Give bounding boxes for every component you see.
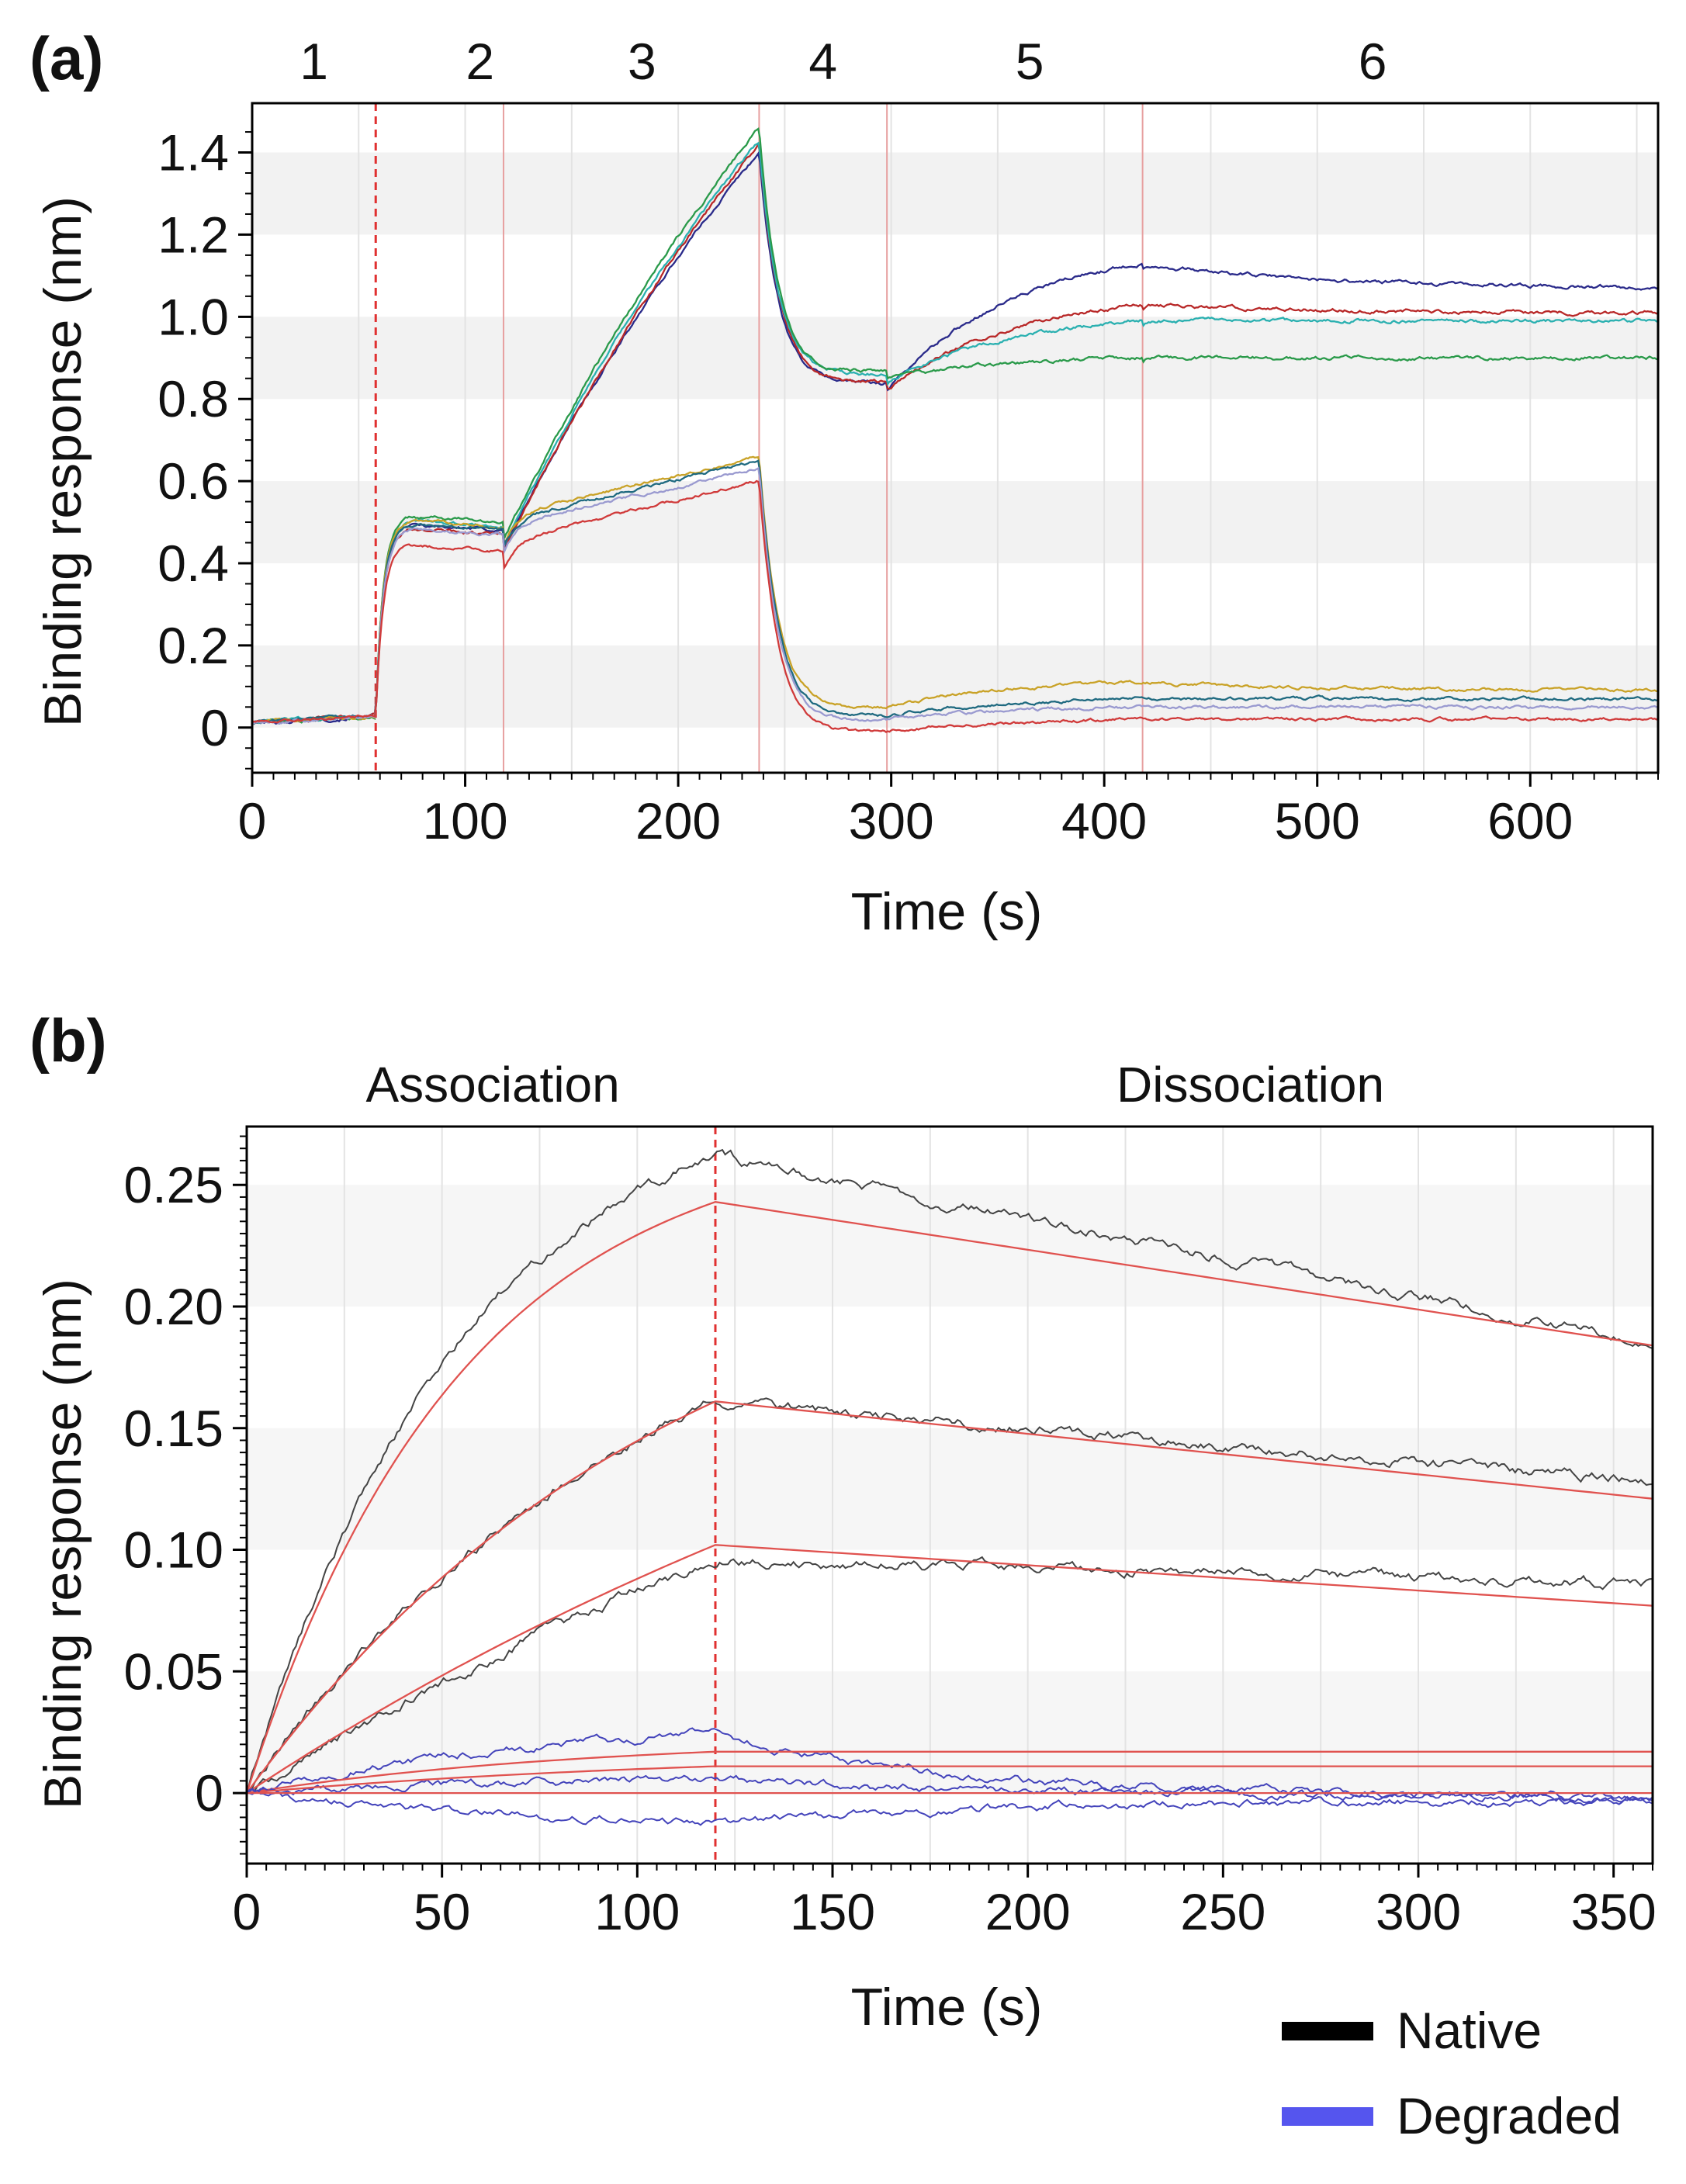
- y-tick-label: 1.4: [158, 124, 229, 182]
- panel-b-phase-labels: Association Dissociation: [365, 1057, 1384, 1113]
- x-tick-label: 350: [1571, 1883, 1657, 1940]
- y-tick-label: 0: [200, 699, 229, 756]
- x-tick-label: 200: [635, 792, 721, 850]
- y-tick-label: 0.05: [124, 1642, 223, 1700]
- band-1: [252, 481, 1658, 563]
- x-tick-label: 300: [1376, 1883, 1461, 1940]
- panel-a-label: (a): [29, 24, 103, 92]
- panel-a-x-ticks: 0 100 200 300 400 500 600: [238, 773, 1659, 850]
- panel-a-step-labels: 1 2 3 4 5 6: [299, 33, 1387, 90]
- step-label: 1: [299, 33, 328, 90]
- panel-b: (b) 0 50 100 150 200 250 300 350 00.050.100.150…: [29, 1006, 1657, 2144]
- y-tick-label: 0.20: [124, 1278, 223, 1335]
- x-tick-label: 50: [414, 1883, 470, 1940]
- panel-b-bands: [247, 1185, 1653, 1794]
- x-tick-label: 0: [238, 792, 267, 850]
- step-label: 5: [1016, 33, 1044, 90]
- series-native-fit-2: [246, 1544, 1653, 1795]
- band-0: [252, 645, 1658, 728]
- panel-a: (a) 0 100 200 300 400 500 600 0 0.2 0.4 0.6 0.8 1.0…: [29, 24, 1660, 941]
- x-tick-label: 150: [790, 1883, 875, 1940]
- legend-label-native: Native: [1397, 2002, 1542, 2059]
- x-tick-label: 400: [1061, 792, 1147, 850]
- band-2: [247, 1185, 1653, 1307]
- panel-a-y-ticks: 0 0.2 0.4 0.6 0.8 1.0 1.2 1.4: [158, 124, 252, 770]
- y-tick-label: 0: [195, 1764, 223, 1822]
- series-navy: [251, 151, 1659, 725]
- panel-a-bands: [252, 152, 1658, 728]
- y-tick-label: 0.6: [158, 452, 229, 510]
- series-lavender: [251, 466, 1659, 725]
- series-green: [251, 126, 1659, 725]
- panel-a-step-dividers: [374, 103, 1144, 773]
- series-degraded-fit-4: [246, 1765, 1653, 1795]
- band-1: [247, 1428, 1653, 1550]
- y-tick-label: 0.4: [158, 535, 229, 592]
- series-native-data-2: [246, 1556, 1653, 1794]
- y-tick-label: 1.0: [158, 288, 229, 345]
- x-tick-label: 600: [1487, 792, 1573, 850]
- x-tick-label: 250: [1180, 1883, 1265, 1940]
- step-label: 4: [808, 33, 837, 90]
- series-native-data-0: [246, 1148, 1653, 1794]
- series-red-low: [251, 479, 1659, 733]
- series-native-fit-0: [245, 1201, 1653, 1794]
- x-tick-label: 0: [233, 1883, 261, 1940]
- x-tick-label: 100: [422, 792, 507, 850]
- series-degraded-data-3: [246, 1727, 1653, 1804]
- x-tick-label: 300: [849, 792, 934, 850]
- series-dark-teal: [251, 459, 1659, 723]
- panel-a-x-axis-title: Time (s): [851, 882, 1043, 941]
- legend: Native Degraded: [1282, 2002, 1622, 2144]
- series-degraded-fit-3: [246, 1750, 1653, 1795]
- panel-b-y-ticks: 0 0.05 0.10 0.15 0.20 0.25: [124, 1135, 247, 1855]
- y-tick-label: 1.2: [158, 206, 229, 263]
- step-label: 2: [466, 33, 494, 90]
- panel-a-gridlines: [358, 103, 1638, 773]
- series-red-high: [251, 141, 1659, 724]
- step-label: 6: [1359, 33, 1387, 90]
- y-tick-label: 0.2: [158, 617, 229, 674]
- panel-a-series: [251, 126, 1659, 733]
- y-tick-label: 0.8: [158, 370, 229, 427]
- y-tick-label: 0.15: [124, 1400, 223, 1457]
- series-teal: [251, 141, 1659, 725]
- step-label: 3: [628, 33, 656, 90]
- y-tick-label: 0.10: [124, 1521, 223, 1579]
- panel-b-y-axis-title: Binding response (nm): [33, 1279, 92, 1809]
- band-3: [252, 152, 1658, 235]
- series-native-data-1: [246, 1397, 1653, 1795]
- phase-label: Dissociation: [1116, 1057, 1384, 1113]
- panel-b-x-ticks: 0 50 100 150 200 250 300 350: [233, 1864, 1657, 1940]
- phase-label: Association: [365, 1057, 619, 1113]
- y-tick-label: 0.25: [124, 1156, 223, 1213]
- panel-b-x-axis-title: Time (s): [851, 1978, 1043, 2037]
- series-degraded-data-5: [246, 1788, 1653, 1826]
- panel-a-y-axis-title: Binding response (nm): [33, 196, 92, 727]
- panel-b-label: (b): [29, 1006, 107, 1075]
- legend-swatch-native: [1282, 2022, 1373, 2040]
- panel-b-series: [245, 1148, 1653, 1826]
- series-native-fit-1: [246, 1400, 1653, 1794]
- x-tick-label: 100: [594, 1883, 680, 1940]
- x-tick-label: 200: [985, 1883, 1071, 1940]
- x-tick-label: 500: [1275, 792, 1360, 850]
- legend-label-degraded: Degraded: [1397, 2087, 1622, 2144]
- legend-swatch-degraded: [1282, 2107, 1373, 2126]
- panel-b-gridlines: [343, 1127, 1615, 1864]
